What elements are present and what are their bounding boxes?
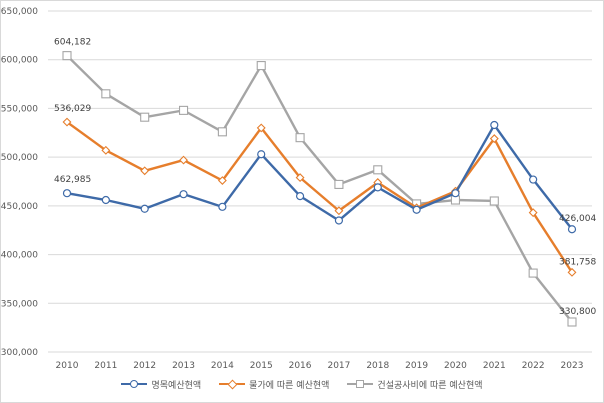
x-tick-label: 2022 (522, 361, 545, 371)
series-line (66, 123, 573, 230)
data-point (567, 225, 577, 234)
data-point (140, 166, 150, 176)
data-point (257, 150, 266, 159)
y-tick-label: 600,000 (1, 56, 38, 66)
data-label: 604,182 (54, 38, 91, 48)
x-tick-label: 2013 (172, 361, 195, 371)
x-tick-label: 2012 (133, 361, 156, 371)
data-point (217, 127, 227, 137)
series-line (66, 54, 573, 323)
data-point (451, 189, 460, 198)
data-point (62, 117, 72, 127)
data-point (529, 175, 538, 184)
data-point (412, 205, 421, 214)
data-point (528, 268, 538, 278)
data-point (490, 120, 499, 130)
legend-label: 물가에 따른 예산현액 (249, 380, 330, 391)
data-point (179, 190, 188, 199)
x-tick-label: 2010 (56, 361, 79, 371)
data-point (101, 89, 111, 99)
legend: 명목예산현액 물가에 따른 예산현액 건설공사비에 따른 예산현액 (0, 376, 604, 392)
legend-label: 건설공사비에 따른 예산현액 (377, 380, 483, 391)
legend-item: 명목예산현액 (121, 378, 201, 391)
data-point (140, 112, 150, 122)
data-point (567, 267, 577, 277)
legend-label: 명목예산현액 (151, 380, 202, 391)
data-label: 426,004 (559, 214, 596, 224)
data-point (140, 204, 149, 213)
gridlines (48, 10, 592, 353)
data-point (101, 145, 111, 155)
x-tick-label: 2014 (211, 361, 234, 371)
data-label: 330,800 (559, 307, 596, 317)
data-point (334, 179, 344, 189)
y-tick-label: 350,000 (1, 299, 38, 309)
x-tick-label: 2015 (250, 361, 273, 371)
data-point (217, 176, 227, 185)
data-point (101, 195, 110, 205)
data-labels: 604,182 330,800 536,029 381,758 462,985 426,0… (54, 38, 596, 317)
data-point (567, 317, 577, 327)
y-tick-label: 400,000 (1, 251, 38, 261)
data-point (256, 123, 266, 133)
x-tick-label: 2016 (289, 361, 312, 371)
data-point (295, 192, 305, 201)
x-tick-label: 2020 (444, 361, 467, 371)
x-tick-label: 2021 (483, 361, 506, 371)
legend-item: 물가에 따른 예산현액 (219, 378, 329, 391)
x-tick-label: 2018 (366, 361, 389, 371)
y-tick-label: 650,000 (1, 7, 38, 17)
data-point (334, 216, 344, 225)
data-point (179, 155, 188, 165)
data-label: 536,029 (54, 104, 91, 114)
data-point (62, 189, 72, 198)
data-point (295, 133, 305, 143)
data-point (334, 206, 344, 216)
series-line (66, 121, 574, 273)
y-tick-label: 300,000 (1, 348, 38, 358)
x-tick-label: 2017 (327, 361, 350, 371)
legend-swatch (219, 379, 246, 389)
data-point (528, 208, 538, 218)
y-tick-label: 450,000 (1, 202, 38, 212)
data-point (62, 51, 72, 61)
data-point (218, 202, 227, 211)
x-tick-label: 2019 (405, 361, 428, 371)
y-axis-ticks: 300,000 350,000 400,000 450,000 500,000 550,0… (1, 7, 38, 358)
data-point (373, 183, 382, 192)
data-point (489, 134, 499, 144)
data-point (373, 165, 383, 175)
x-axis-ticks: 2010 2011 2012 2013 2014 2015 2016 2017 2018 2019… (56, 361, 584, 371)
x-tick-label: 2011 (94, 361, 117, 371)
y-tick-label: 500,000 (1, 153, 38, 163)
y-tick-label: 550,000 (1, 104, 38, 114)
legend-item: 건설공사비에 따른 예산현액 (347, 378, 483, 391)
data-point (256, 61, 266, 71)
legend-swatch (347, 379, 374, 389)
x-tick-label: 2023 (561, 361, 584, 371)
data-label: 462,985 (54, 175, 91, 185)
series-lines (62, 51, 577, 327)
data-point (489, 196, 499, 206)
data-point (178, 105, 189, 115)
legend-swatch (121, 379, 148, 389)
data-point (295, 173, 305, 183)
data-label: 381,758 (559, 257, 596, 267)
